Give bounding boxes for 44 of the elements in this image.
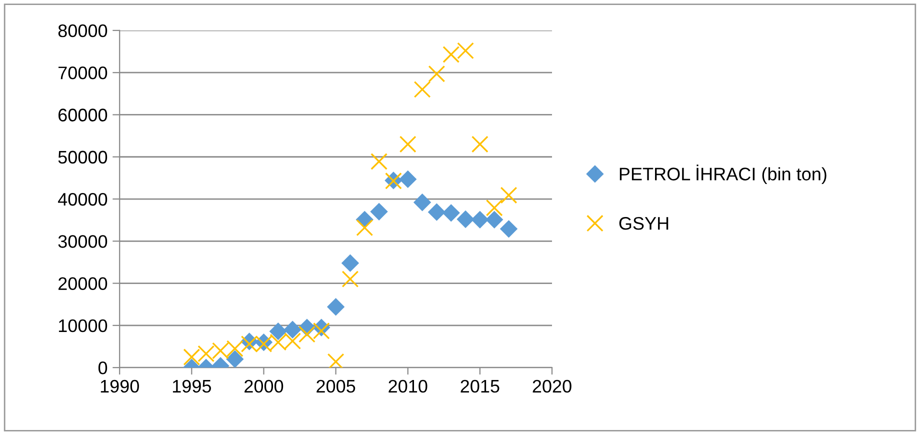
y-tick-label: 60000 [58, 108, 108, 122]
point [327, 353, 344, 368]
point [284, 320, 302, 338]
point [370, 153, 388, 170]
point [414, 80, 431, 98]
x-tick-label: 2000 [244, 380, 284, 393]
point [428, 65, 446, 82]
point [442, 46, 460, 63]
x-tick-label: 2015 [460, 380, 500, 393]
point [399, 136, 416, 153]
point [486, 210, 504, 228]
point [500, 186, 518, 204]
point [326, 298, 345, 316]
legend-label: GSYH [619, 217, 668, 230]
point [471, 210, 489, 228]
point [471, 136, 488, 153]
x-tick-label: 2010 [388, 380, 428, 393]
point [370, 202, 388, 220]
point [500, 220, 518, 238]
point [442, 204, 460, 222]
y-tick-label: 30000 [58, 235, 108, 248]
point [399, 170, 417, 188]
point [342, 270, 359, 288]
x-tick-label: 2005 [316, 380, 356, 393]
y-tick-label: 70000 [58, 66, 108, 80]
point [356, 219, 374, 236]
y-tick-label: 50000 [58, 150, 108, 164]
x-tick-label: 1995 [172, 380, 211, 393]
point [341, 254, 360, 272]
point [413, 194, 432, 212]
x-tick-label: 2020 [532, 380, 572, 393]
point [226, 350, 244, 368]
y-tick-label: 40000 [58, 192, 108, 206]
point [457, 42, 474, 60]
point [456, 210, 474, 228]
x-tick-label: 1990 [100, 380, 139, 393]
point [486, 199, 503, 216]
y-tick-label: 0 [98, 362, 108, 374]
legend-label: PETROL İHRACI (bin ton) [620, 164, 826, 184]
point [269, 322, 287, 340]
y-tick-label: 10000 [58, 319, 108, 332]
point [428, 203, 446, 221]
y-tick-label: 20000 [58, 277, 108, 290]
y-tick-label: 80000 [58, 24, 108, 38]
